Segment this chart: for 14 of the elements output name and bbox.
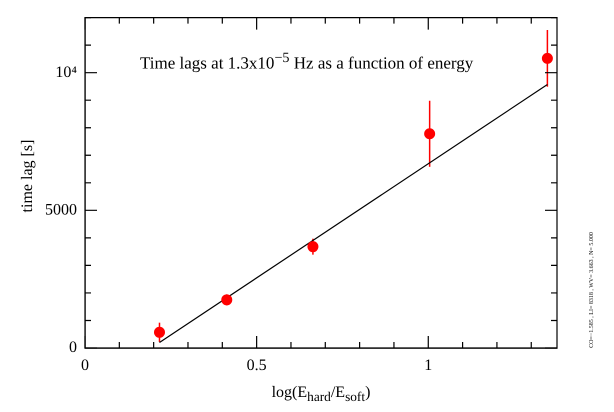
x-tick-label: 0.5 — [246, 356, 267, 374]
y-tick-label: 0 — [69, 339, 77, 356]
x-tick-label: 1 — [424, 356, 432, 374]
y-tick-label: 10⁴ — [55, 64, 78, 81]
x-tick-label: 0 — [81, 356, 89, 374]
y-axis-title: time lag [s] — [19, 140, 37, 212]
point — [542, 52, 553, 64]
point — [424, 128, 436, 140]
text: Time lags at 1.3x10$^{−5}$ Hz as a function of energy — [140, 50, 474, 74]
point — [307, 241, 318, 252]
point — [154, 326, 165, 338]
y-tick-label: 5000 — [45, 202, 77, 219]
point — [221, 294, 232, 306]
x-axis-title: log(E$_{hard}$/E$_{soft}$) — [272, 384, 370, 406]
